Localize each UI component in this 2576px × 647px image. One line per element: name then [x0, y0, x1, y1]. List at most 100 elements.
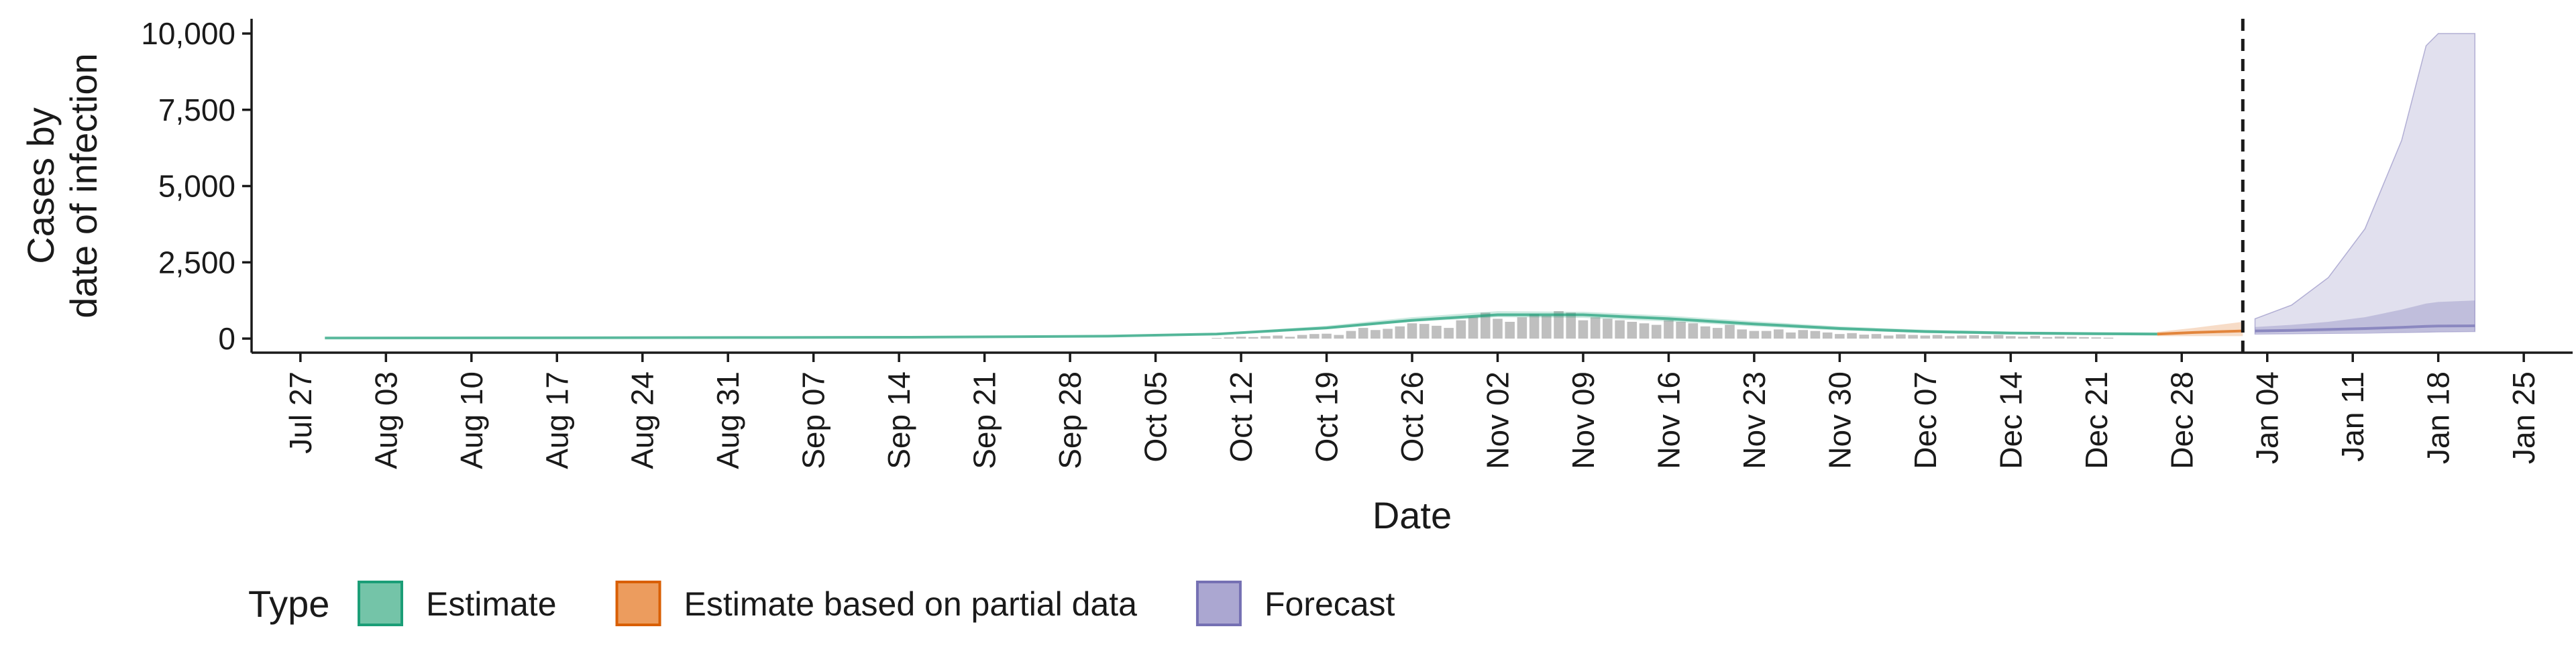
estimate-ribbon-outer	[325, 311, 2157, 339]
reported-case-bar	[2103, 337, 2114, 339]
y-axis-title-line-2: date of infection	[62, 53, 105, 318]
reported-case-bar	[2067, 337, 2077, 339]
reported-case-bar	[1297, 335, 1307, 339]
reported-case-bar	[1603, 318, 1613, 339]
y-tick-label: 7,500	[158, 93, 235, 127]
y-tick-label: 10,000	[141, 16, 235, 51]
x-tick-label: Dec 14	[1993, 371, 2028, 469]
x-tick-label: Nov 23	[1737, 371, 1772, 469]
reported-case-bar	[2006, 336, 2016, 339]
reported-case-bar	[1957, 335, 1967, 339]
reported-case-bar	[1456, 320, 1466, 339]
reported-case-bar	[1566, 312, 1576, 339]
reported-case-bar	[1993, 335, 2004, 339]
x-tick-label: Oct 12	[1224, 371, 1258, 463]
reported-case-bar	[1627, 321, 1638, 339]
reported-case-bar	[1212, 338, 1222, 339]
x-tick-label: Nov 02	[1480, 371, 1515, 469]
x-tick-label: Aug 17	[539, 371, 574, 469]
x-tick-label: Jan 18	[2421, 371, 2456, 464]
reported-case-bar	[1517, 317, 1527, 339]
reported-case-bar	[1944, 336, 1955, 339]
reported-case-bar	[1224, 337, 1234, 339]
reported-case-bar	[2054, 336, 2065, 339]
x-tick-label: Dec 28	[2164, 371, 2199, 469]
x-tick-label: Nov 30	[1822, 371, 1857, 469]
reported-case-bar	[1664, 320, 1674, 339]
reported-case-bar	[1712, 328, 1723, 339]
reported-case-bar	[2042, 337, 2053, 339]
reported-case-bar	[1395, 326, 1405, 339]
reported-case-bar	[1798, 330, 1809, 339]
forecast-median-line	[2255, 324, 2475, 333]
reported-case-bar	[1407, 323, 1417, 339]
reported-case-bar	[1810, 331, 1821, 339]
reported-case-bar	[1505, 321, 1515, 339]
reported-case-bar	[1493, 318, 1503, 339]
reported-case-bar	[1273, 335, 1283, 339]
reported-case-bar	[2079, 337, 2089, 339]
legend-swatch	[1195, 581, 1242, 626]
reported-case-bar	[1749, 331, 1760, 339]
x-tick-label: Aug 10	[454, 371, 489, 469]
reported-case-bar	[1383, 329, 1393, 339]
legend: Type Estimate Estimate based on partial d…	[248, 581, 1395, 626]
reported-case-bar	[1444, 328, 1454, 339]
x-tick-label: Aug 03	[368, 371, 403, 469]
reported-case-bar	[1932, 335, 1943, 339]
reported-case-bar	[1847, 333, 1857, 339]
reported-case-bar	[2030, 335, 2041, 339]
x-tick-label: Jan 04	[2250, 371, 2285, 464]
x-tick-label: Dec 21	[2079, 371, 2114, 469]
reported-case-bar	[1761, 331, 1772, 339]
reported-case-bar	[1896, 334, 1906, 339]
reported-case-bar	[1737, 329, 1747, 339]
reported-case-bar	[1725, 325, 1735, 339]
reported-case-bar	[1774, 329, 1784, 339]
y-tick-label: 0	[218, 321, 235, 356]
reported-case-bar	[2091, 337, 2102, 339]
forecast-ribbon-outer	[2254, 33, 2476, 335]
reported-case-bar	[1590, 317, 1601, 339]
legend-title: Type	[248, 583, 329, 625]
legend-swatch	[358, 581, 403, 626]
y-axis-title-line-1: Cases by	[19, 107, 62, 263]
x-tick-label: Nov 09	[1566, 371, 1601, 469]
reported-case-bar	[1871, 334, 1882, 339]
y-tick-label: 2,500	[158, 245, 235, 280]
x-tick-label: Dec 07	[1908, 371, 1943, 469]
reported-case-bar	[1615, 320, 1625, 339]
reported-case-bar	[1542, 315, 1552, 339]
estimate-median-line	[325, 313, 2157, 340]
x-tick-label: Sep 21	[967, 371, 1002, 469]
reported-case-bar	[1346, 331, 1356, 339]
x-tick-label: Sep 14	[881, 371, 916, 469]
reported-case-bar	[1371, 330, 1381, 339]
reported-case-bar	[1468, 317, 1479, 339]
reported-case-bar	[1309, 334, 1320, 339]
legend-label: Forecast	[1265, 585, 1395, 623]
reported-case-bar	[1969, 335, 1979, 339]
reported-case-bar	[1432, 325, 1442, 339]
x-tick-label: Oct 26	[1395, 371, 1430, 463]
x-tick-label: Oct 19	[1309, 371, 1344, 463]
x-tick-label: Oct 05	[1138, 371, 1173, 463]
reported-case-bar	[1578, 320, 1589, 339]
x-tick-label: Jan 11	[2335, 371, 2370, 462]
legend-label: Estimate	[426, 585, 557, 623]
forecast-ribbon-inner	[2255, 300, 2475, 333]
reported-case-bar	[1859, 335, 1870, 339]
reported-case-bar	[1676, 321, 1686, 339]
reported-case-bar	[1480, 312, 1491, 339]
reported-cases-bars	[1212, 311, 2114, 339]
reported-case-bar	[1908, 335, 1918, 339]
reported-case-bar	[1822, 332, 1833, 339]
reported-case-bar	[1248, 337, 1258, 339]
reported-case-bar	[1920, 335, 1931, 339]
reported-case-bar	[1700, 326, 1711, 339]
reported-case-bar	[2018, 337, 2028, 339]
reported-case-bar	[1358, 328, 1368, 339]
reported-case-bar	[1236, 337, 1246, 339]
reported-case-bar	[1529, 314, 1540, 339]
